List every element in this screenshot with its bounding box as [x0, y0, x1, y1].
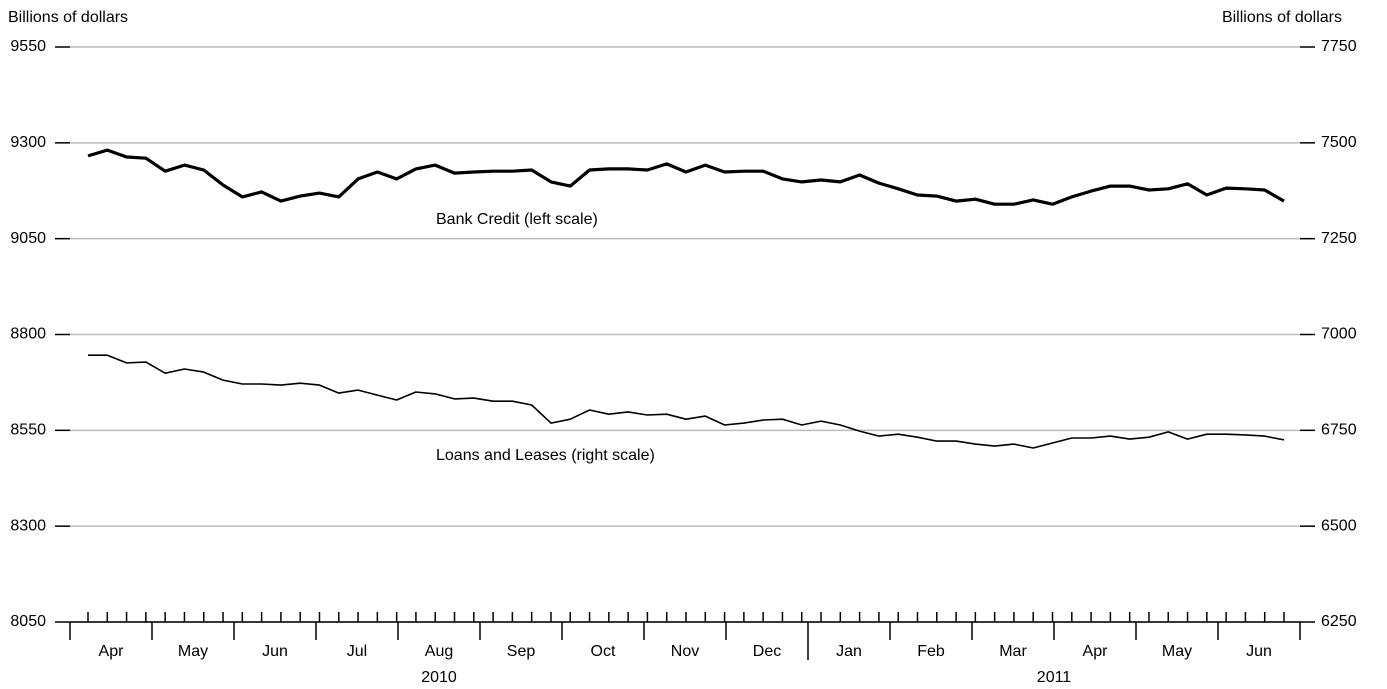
x-tick-label: Feb — [917, 643, 945, 660]
annotation: Loans and Leases (right scale) — [436, 447, 655, 464]
series-line — [87, 148, 1285, 206]
x-tick-label: Jun — [262, 643, 288, 660]
y-tick-label: 8300 — [10, 517, 46, 534]
x-tick-label: Apr — [1083, 643, 1109, 660]
y-tick-label: 8550 — [10, 422, 46, 439]
y2-axis-title: Billions of dollars — [1222, 9, 1342, 26]
x-tick-label: Mar — [999, 643, 1027, 660]
y-tick-label: 9050 — [10, 230, 46, 247]
x-tick-label: Aug — [425, 643, 453, 660]
year-label: 2010 — [421, 669, 457, 686]
y-tick-label: 9550 — [10, 38, 46, 55]
x-tick-label: May — [178, 643, 208, 660]
y2-tick-label: 7250 — [1321, 230, 1357, 247]
x-tick-label: Apr — [99, 643, 125, 660]
y2-tick-label: 7750 — [1321, 38, 1357, 55]
x-tick-label: Jan — [836, 643, 862, 660]
x-tick-label: Jun — [1246, 643, 1272, 660]
series-line — [88, 354, 1285, 449]
y-tick-label: 9300 — [10, 134, 46, 151]
x-tick-label: Sep — [507, 643, 536, 660]
y2-tick-label: 6500 — [1321, 517, 1357, 534]
x-tick-label: Dec — [753, 643, 781, 660]
y-tick-label: 8800 — [10, 326, 46, 343]
y-tick-label: 8050 — [10, 613, 46, 630]
x-tick-label: Nov — [671, 643, 699, 660]
y2-tick-label: 6750 — [1321, 422, 1357, 439]
x-tick-label: May — [1162, 643, 1192, 660]
x-tick-label: Jul — [347, 643, 367, 660]
y2-tick-label: 7000 — [1321, 326, 1357, 343]
year-label: 2011 — [1037, 669, 1072, 686]
y2-tick-label: 6250 — [1321, 613, 1357, 630]
y-axis-title: Billions of dollars — [8, 9, 128, 26]
y2-tick-label: 7500 — [1321, 134, 1357, 151]
annotation: Bank Credit (left scale) — [436, 211, 598, 228]
x-tick-label: Oct — [591, 643, 616, 660]
